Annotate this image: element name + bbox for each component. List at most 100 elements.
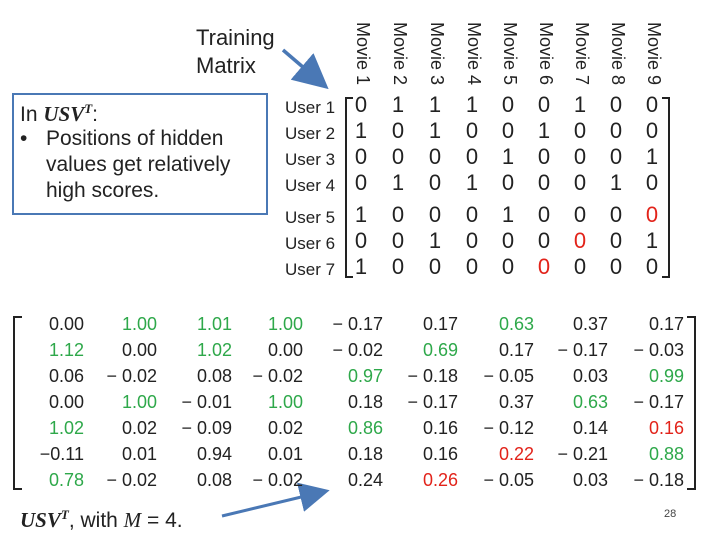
usv-cell: 0.63 <box>498 314 534 334</box>
training-cell: 0 <box>609 254 623 279</box>
training-cell: 0 <box>465 228 479 253</box>
usv-cell: 0.26 <box>422 470 458 490</box>
caption-arrow <box>221 482 330 518</box>
usv-cell: 0.06 <box>48 366 84 386</box>
training-cell: 1 <box>465 92 479 117</box>
usv-cell: 0.69 <box>422 340 458 360</box>
usv-cell: − 0.02 <box>252 470 303 490</box>
training-matrix-title: Training Matrix <box>196 24 275 80</box>
training-cell: 1 <box>501 144 515 169</box>
usv-cell: 0.94 <box>196 444 232 464</box>
training-cell: 0 <box>428 254 442 279</box>
usv-cell: 0.00 <box>48 392 84 412</box>
movie-header-5: Movie 5 <box>500 22 520 86</box>
usv-bracket-right <box>687 316 696 318</box>
training-cell: 0 <box>609 228 623 253</box>
usv-cell: − 0.17 <box>633 392 684 412</box>
training-bracket-right <box>668 97 670 278</box>
movie-header-7: Movie 7 <box>572 22 592 86</box>
training-cell: 0 <box>465 202 479 227</box>
training-cell: 0 <box>537 202 551 227</box>
training-cell: 0 <box>573 228 587 253</box>
usv-cell: − 0.05 <box>483 470 534 490</box>
usv-bracket-left <box>13 488 22 490</box>
usv-cell: − 0.21 <box>557 444 608 464</box>
training-cell: 0 <box>573 254 587 279</box>
training-cell: 1 <box>537 118 551 143</box>
user-label-3: User 3 <box>285 150 336 169</box>
usv-cell: 0.97 <box>347 366 383 386</box>
usv-cell: 1.02 <box>196 340 232 360</box>
movie-header-2: Movie 2 <box>390 22 410 86</box>
training-cell: 0 <box>465 118 479 143</box>
movie-header-3: Movie 3 <box>427 22 447 86</box>
training-bracket-right <box>662 276 670 278</box>
training-cell: 0 <box>573 118 587 143</box>
training-cell: 0 <box>391 254 405 279</box>
training-cell: 1 <box>354 118 368 143</box>
title-arrow <box>281 48 329 90</box>
movie-header-6: Movie 6 <box>536 22 556 86</box>
usv-cell: 0.86 <box>347 418 383 438</box>
note-heading: In USVT: <box>20 101 99 126</box>
usv-cell: 0.00 <box>48 314 84 334</box>
training-cell: 0 <box>609 118 623 143</box>
usv-cell: 0.88 <box>648 444 684 464</box>
training-cell: 0 <box>465 254 479 279</box>
training-cell: 1 <box>573 92 587 117</box>
usv-cell: − 0.05 <box>483 366 534 386</box>
training-cell: 0 <box>645 118 659 143</box>
caption-formula: USVT <box>20 507 69 532</box>
title-line-1: Training <box>196 25 275 50</box>
usv-cell: 0.02 <box>121 418 157 438</box>
note-text: Positions of hidden values get relativel… <box>46 127 231 202</box>
user-label-4: User 4 <box>285 176 336 195</box>
usv-cell: 0.78 <box>48 470 84 490</box>
usv-cell: 0.17 <box>648 314 684 334</box>
user-label-7: User 7 <box>285 260 336 279</box>
usv-bracket-left <box>13 316 15 490</box>
training-cell: 0 <box>645 170 659 195</box>
movie-header-8: Movie 8 <box>608 22 628 86</box>
training-cell: 0 <box>465 144 479 169</box>
page-number: 28 <box>664 508 677 520</box>
note-box <box>12 93 268 215</box>
usv-cell: 0.14 <box>572 418 608 438</box>
usv-cell: 0.18 <box>347 392 383 412</box>
usv-cell: − 0.09 <box>181 418 232 438</box>
training-cell: 0 <box>391 144 405 169</box>
note-lead: In <box>20 103 44 126</box>
training-cell: 1 <box>465 170 479 195</box>
usv-cell: − 0.18 <box>633 470 684 490</box>
usv-cell: 1.01 <box>196 314 232 334</box>
usv-cell: 0.08 <box>196 470 232 490</box>
note-bullet: • <box>20 127 28 150</box>
usv-cell: 1.00 <box>267 392 303 412</box>
usv-cell: 0.99 <box>648 366 684 386</box>
training-cell: 1 <box>354 254 368 279</box>
training-cell: 1 <box>609 170 623 195</box>
training-cell: 0 <box>537 254 551 279</box>
usv-cell: 1.00 <box>121 392 157 412</box>
movie-header-1: Movie 1 <box>353 22 373 86</box>
training-cell: 0 <box>645 254 659 279</box>
usv-cell: 0.18 <box>347 444 383 464</box>
usv-cell: 0.37 <box>572 314 608 334</box>
usv-cell: 0.24 <box>347 470 383 490</box>
training-cell: 0 <box>537 170 551 195</box>
training-cell: 0 <box>645 92 659 117</box>
movie-header-9: Movie 9 <box>644 22 664 86</box>
training-cell: 0 <box>354 170 368 195</box>
usv-cell: 0.17 <box>498 340 534 360</box>
training-cell: 0 <box>354 92 368 117</box>
training-cell: 0 <box>537 92 551 117</box>
usv-cell: − 0.02 <box>332 340 383 360</box>
usv-cell: 0.03 <box>572 470 608 490</box>
training-cell: 1 <box>391 92 405 117</box>
user-label-1: User 1 <box>285 98 336 117</box>
training-cell: 1 <box>428 92 442 117</box>
training-cell: 0 <box>609 202 623 227</box>
training-cell: 1 <box>645 228 659 253</box>
training-cell: 0 <box>428 202 442 227</box>
